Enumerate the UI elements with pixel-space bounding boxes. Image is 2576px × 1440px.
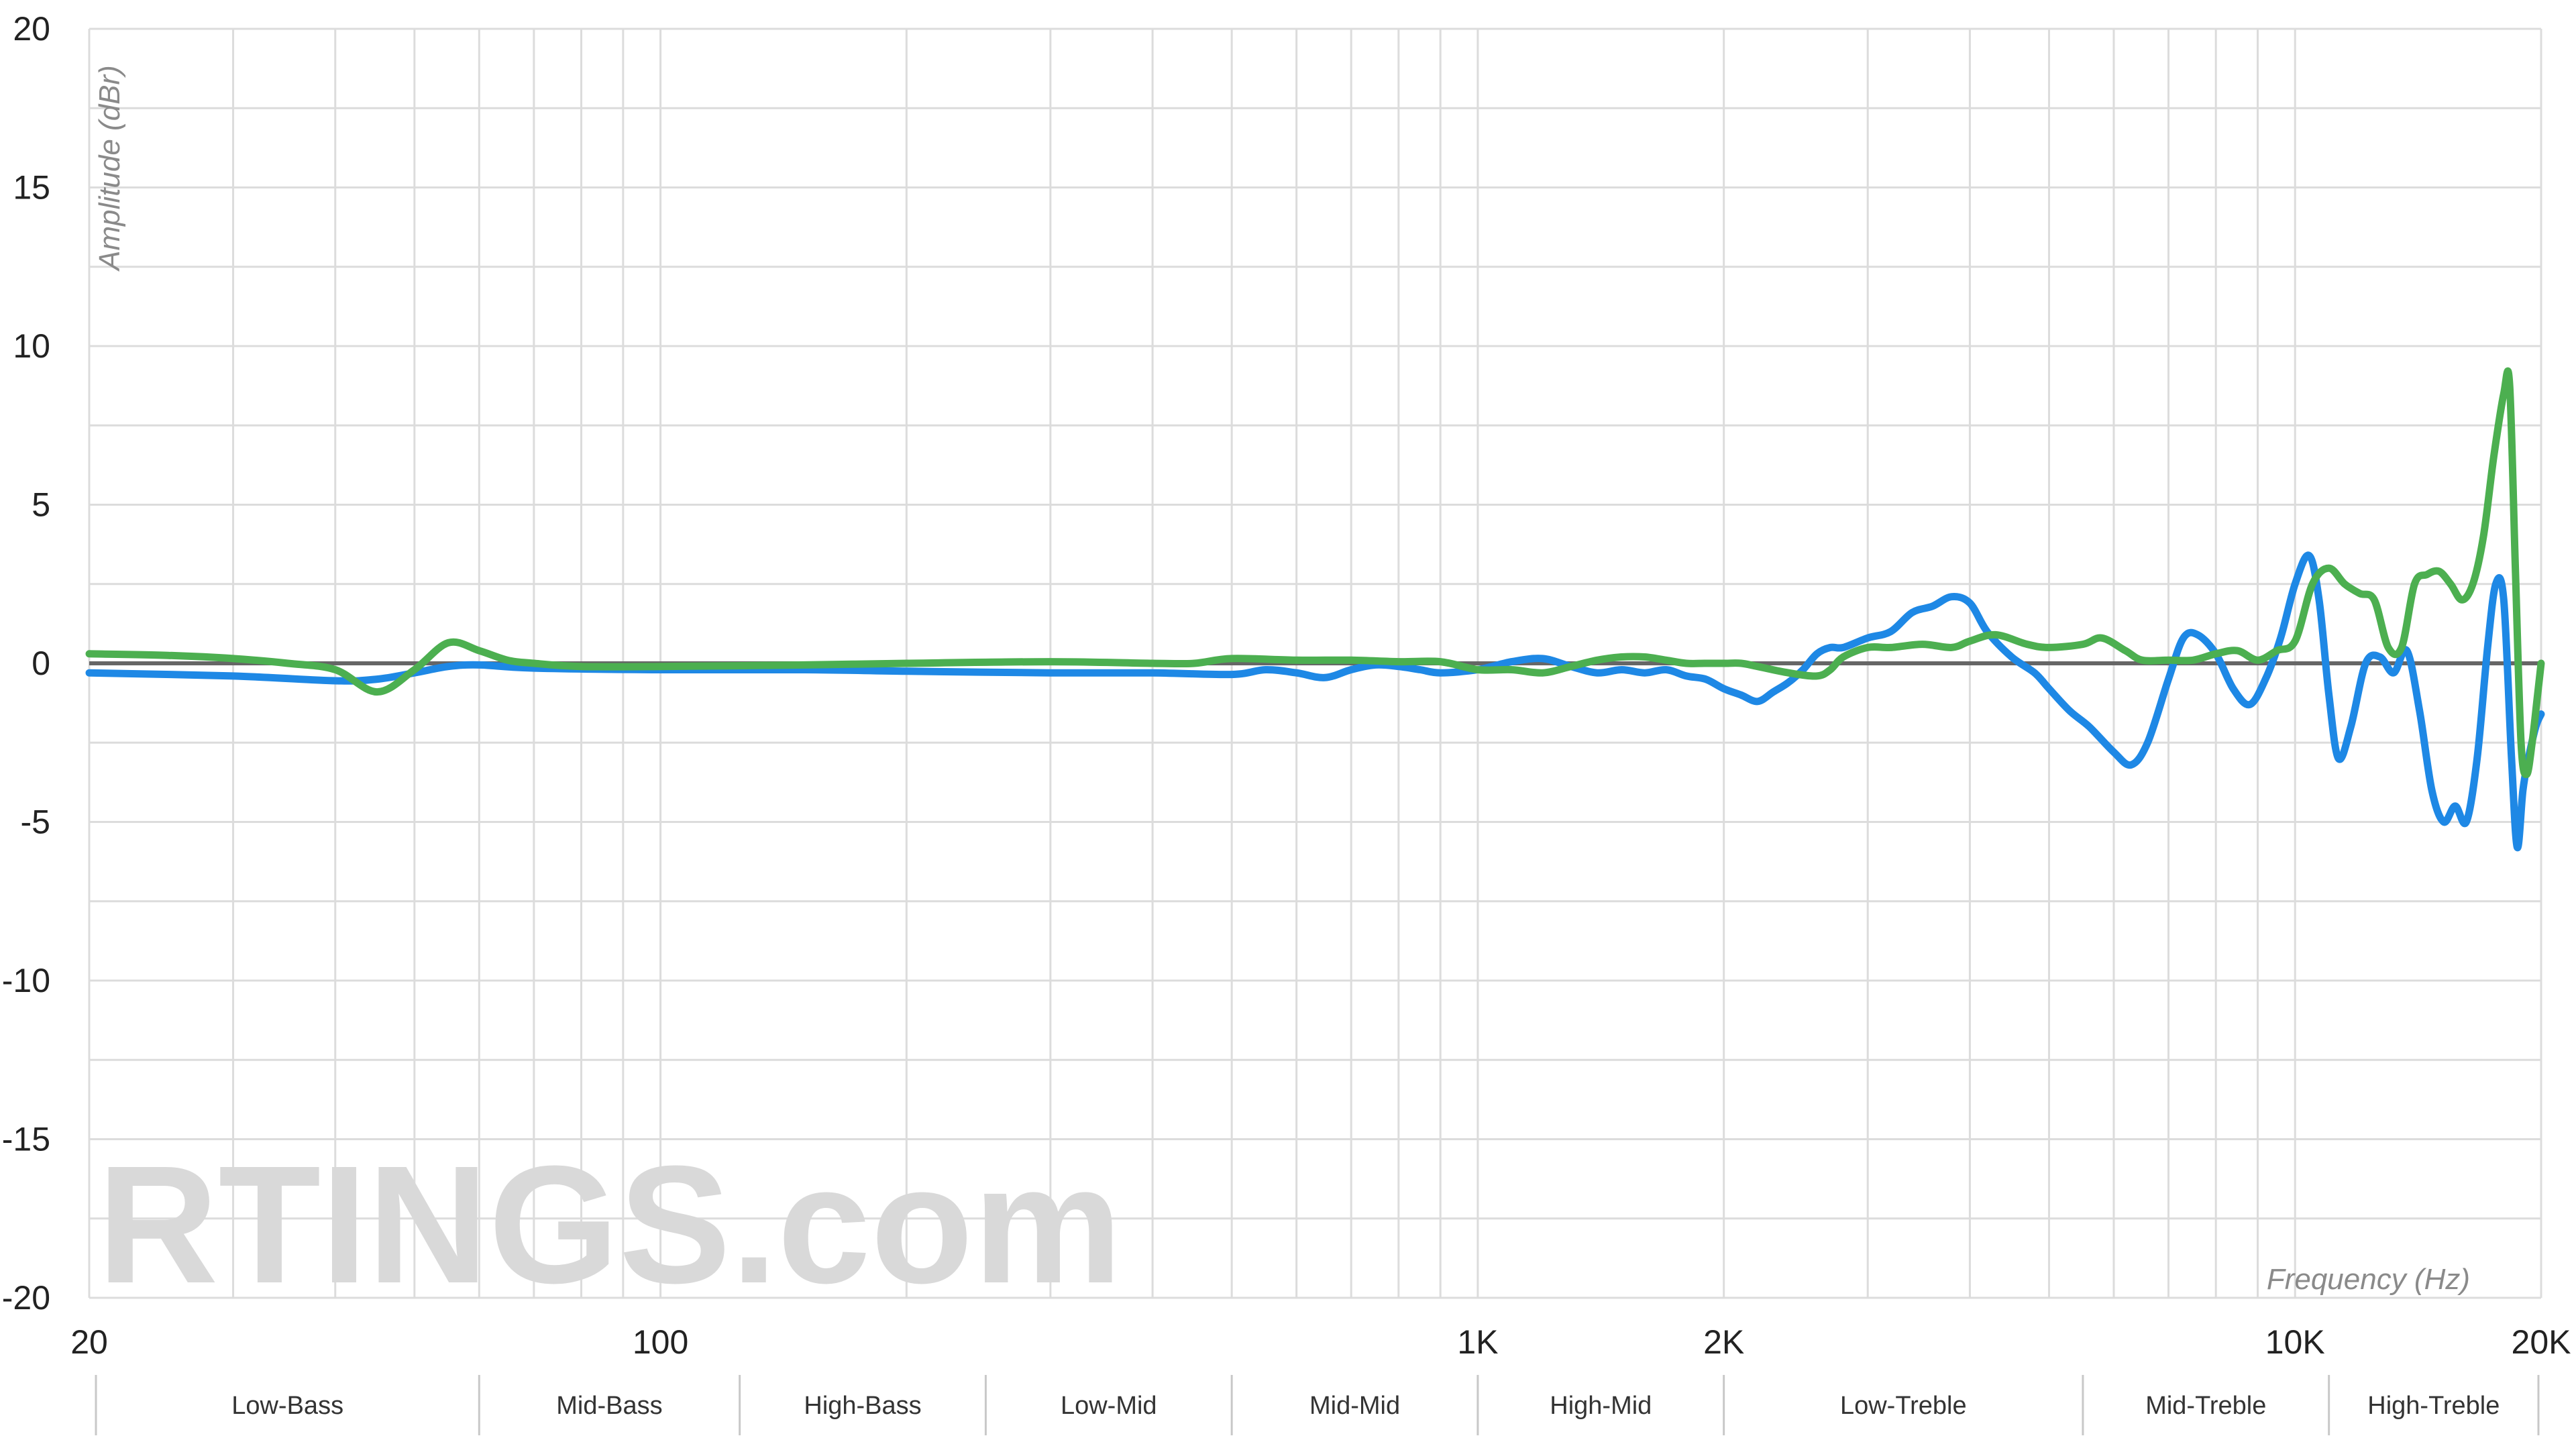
series-line-1 [85,551,2545,852]
x-axis-title: Frequency (Hz) [2267,1263,2470,1296]
x-tick-label: 1K [1457,1323,1498,1361]
rtings-watermark: RTINGS.com [97,1131,1122,1318]
y-tick-label: 5 [32,486,50,524]
grid-lines [88,27,2542,1299]
y-tick-label: -15 [2,1121,50,1158]
y-tick-label: 10 [13,327,50,365]
x-tick-label: 10K [2265,1323,2325,1361]
x-tick-labels: 20 100 1K 2K 10K 20K [70,1323,2571,1361]
y-tick-labels: 20 15 10 5 0 -5 -10 -15 -20 [2,10,50,1317]
y-axis-title: Amplitude (dBr) [93,65,126,272]
band-label: Low-Mid [1061,1392,1157,1420]
y-tick-label: -10 [2,962,50,999]
band-label: Mid-Bass [556,1392,662,1420]
y-tick-label: -20 [2,1279,50,1317]
band-label: High-Bass [804,1392,921,1420]
band-label: Low-Treble [1840,1392,1967,1420]
band-label: Low-Bass [231,1392,343,1420]
band-label: High-Treble [2367,1392,2500,1420]
x-tick-label: 20 [70,1323,108,1361]
series-lines [85,367,2545,852]
y-tick-label: 20 [13,10,50,48]
series-line-2 [85,367,2545,779]
x-tick-label: 100 [633,1323,688,1361]
x-tick-label: 20K [2512,1323,2571,1361]
frequency-bands: Low-Bass Mid-Bass High-Bass Low-Mid Mid-Mid H… [95,1375,2540,1435]
x-tick-label: 2K [1703,1323,1744,1361]
band-label: High-Mid [1550,1392,1652,1420]
y-tick-label: 0 [32,645,50,682]
band-label: Mid-Treble [2145,1392,2266,1420]
y-tick-label: -5 [21,804,50,841]
band-label: Mid-Mid [1309,1392,1400,1420]
y-tick-label: 15 [13,169,50,207]
